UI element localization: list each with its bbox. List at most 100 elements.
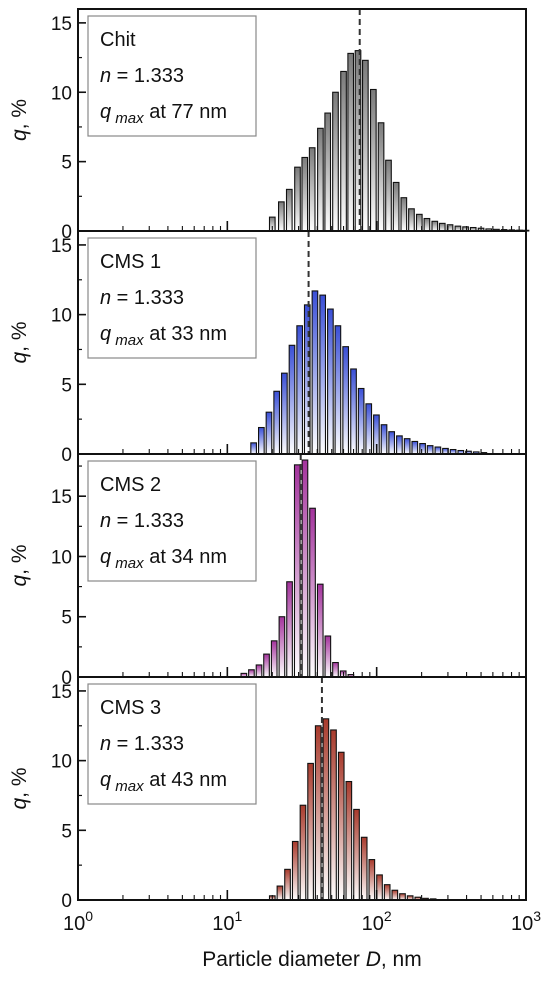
bar [353,808,360,901]
y-tick-label: 5 [61,821,72,842]
y-axis-label: q, % [8,544,31,586]
y-tick-label: 0 [61,222,72,243]
bar [316,583,324,678]
bar [307,762,314,901]
bar [319,294,327,455]
x-tick-label: 101 [212,908,242,935]
bar [347,52,355,232]
bar [392,181,400,232]
legend-sample-name: CMS 3 [100,697,161,719]
y-tick-label: 10 [51,752,72,773]
bar [296,325,304,455]
y-tick-label: 15 [51,682,72,703]
bar [340,70,347,232]
bar [431,220,439,232]
legend-sample-name: Chit [100,29,136,51]
bar [301,156,309,232]
legend-qmax: q max at 33 nm [100,323,227,349]
bar [368,859,376,901]
bar [288,344,296,455]
panel-chit: 0 5 10 15 q, % Chit n = 1.333 q max at 77 nm [8,8,530,243]
y-tick-label: 0 [61,445,72,466]
legend-qmax: q max at 77 nm [100,101,227,127]
bar [317,127,324,232]
y-tick-label: 10 [51,83,72,104]
bar [350,368,357,455]
bar [376,874,383,901]
y-tick-label: 10 [51,547,72,568]
legend-refractive-index: n = 1.333 [100,65,184,87]
bar [309,507,316,678]
bar [281,372,288,455]
y-tick-label: 0 [61,668,72,689]
bar [369,88,377,232]
bar [286,581,293,678]
bar [391,889,399,901]
bar [337,751,345,901]
bar [362,59,369,232]
bar [258,426,265,455]
bar [301,459,309,678]
bar [360,836,368,901]
x-tick-label: 102 [362,908,392,935]
bar [311,290,319,455]
bar [278,616,286,678]
bar [324,635,332,678]
legend-qmax: q max at 34 nm [100,546,227,572]
panel-cms-1: 0 5 10 15 q, % CMS 1 n = 1.333 q max at 33 nm [8,230,527,466]
bar [365,403,373,455]
bar [345,780,353,901]
bar [380,424,388,455]
legend-box [87,683,257,805]
bar [299,804,307,901]
bar [434,446,442,455]
x-tick-label: 100 [63,908,93,935]
bar [285,188,293,232]
x-tick-label: 103 [511,908,541,935]
bar [250,442,257,455]
bar [322,718,330,901]
legend-sample-name: CMS 1 [100,251,161,273]
bar [332,91,339,232]
bar [291,840,299,901]
bar [342,346,350,455]
bar [423,217,431,232]
bar [426,445,434,455]
y-tick-label: 0 [61,891,72,912]
bar [400,197,408,232]
y-tick-label: 15 [51,14,72,35]
y-tick-label: 15 [51,236,72,257]
y-tick-label: 5 [61,153,72,174]
panel-cms-2: 0 5 10 15 q, % CMS 2 n = 1.333 q max at 34 nm [8,453,527,689]
bar [276,885,284,901]
legend-qmax: q max at 43 nm [100,769,227,795]
legend-box [87,237,257,359]
bar [330,729,337,901]
y-tick-label: 15 [51,487,72,508]
legend-box [87,460,257,582]
bar [248,669,255,678]
bar [308,147,316,232]
bar [277,201,285,232]
legend-sample-name: CMS 2 [100,474,161,496]
bar [324,112,332,232]
panel-cms-3: 0 5 10 15 q, % CMS 3 n = 1.333 q max at 43 nm [8,676,527,912]
legend-box [87,15,257,137]
y-tick-label: 5 [61,375,72,396]
bar [332,661,339,678]
bar [411,440,419,455]
bar [314,725,322,901]
bar [408,208,415,232]
y-tick-label: 10 [51,306,72,327]
bar [263,653,270,678]
bar [255,664,263,678]
bar [396,435,403,455]
bar [403,438,411,455]
bar [334,325,342,455]
bar [419,442,426,455]
bar [383,884,391,901]
y-axis-label: q, % [8,767,31,809]
bar [265,411,273,455]
bar [294,166,301,232]
